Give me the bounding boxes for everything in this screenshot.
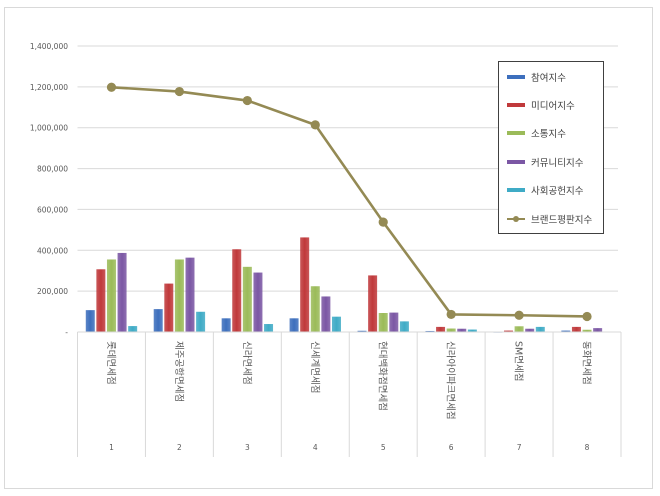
line-marker (174, 86, 185, 97)
bar (399, 321, 409, 332)
legend-swatch-icon (507, 103, 525, 107)
bar (436, 326, 446, 332)
bar (253, 272, 263, 332)
bar (117, 252, 127, 332)
line-marker (106, 82, 117, 92)
bar (310, 286, 320, 332)
legend-item-participation: 참여지수 (507, 70, 566, 84)
bar (164, 283, 174, 332)
bar (425, 330, 435, 332)
category-number: 1 (109, 443, 114, 452)
x-axis: 롯데면세점 1 제주공항면세점 2 신라면세점 3 신세계면세점 4 현대백화점면세점 5 신라아이… (77, 331, 622, 457)
legend-item-social-contribution: 사회공헌지수 (507, 183, 583, 197)
y-tick-label: 200,000 (37, 287, 68, 296)
bar (378, 313, 388, 332)
bar (321, 296, 331, 332)
legend-item-communication: 소통지수 (507, 126, 566, 140)
bar (85, 310, 95, 332)
line-marker (310, 120, 320, 130)
category-number: 5 (381, 443, 386, 452)
legend-label: 미디어지수 (531, 101, 575, 112)
bar (357, 330, 367, 332)
legend-swatch-icon (507, 160, 525, 164)
category-label: 신라아이파크면세점 (445, 341, 457, 420)
bar (128, 326, 138, 332)
bar (232, 249, 242, 332)
bar (289, 318, 299, 332)
bar (96, 269, 106, 332)
y-tick-label: 600,000 (37, 205, 68, 214)
bar (368, 275, 378, 332)
category-label: 제주공항면세점 (173, 341, 185, 402)
line-marker (378, 217, 388, 227)
bar (514, 326, 524, 332)
bar (389, 312, 399, 332)
category-number: 3 (245, 443, 250, 452)
category-number: 6 (449, 443, 454, 452)
y-tick-label: 1,000,000 (30, 124, 68, 133)
bar (467, 329, 477, 332)
legend: 참여지수 미디어지수 소통지수 커뮤니티지수 사회공헌지수 브랜드평판지수 (498, 61, 604, 234)
category-number: 8 (585, 443, 590, 452)
line-marker (582, 311, 592, 322)
bar (185, 257, 195, 332)
legend-swatch-icon (507, 188, 525, 192)
y-tick-label: 1,200,000 (30, 83, 68, 92)
line-path (111, 85, 588, 318)
line-marker (514, 310, 524, 320)
bar (457, 328, 467, 332)
y-axis-ticks: - 200,000 400,000 600,000 800,000 1,000,000 1,… (30, 42, 68, 337)
legend-label: 브랜드평판지수 (531, 215, 593, 226)
legend-label: 소통지수 (531, 129, 566, 140)
bar (242, 266, 252, 332)
bar (503, 330, 513, 332)
bar (535, 326, 545, 332)
bar (196, 311, 206, 332)
legend-label: 참여지수 (531, 73, 566, 84)
legend-item-media: 미디어지수 (507, 98, 575, 112)
y-tick-label: - (65, 328, 68, 337)
bar (561, 330, 571, 332)
category-label: 롯데면세점 (105, 341, 117, 385)
y-tick-label: 800,000 (37, 165, 68, 174)
bar (106, 259, 116, 332)
legend-item-brand-reputation: 브랜드평판지수 (507, 212, 592, 226)
bar (582, 329, 592, 332)
line-marker (242, 95, 252, 106)
bar (174, 259, 184, 332)
bar (300, 237, 310, 332)
bar (221, 318, 231, 332)
line-series-brand-reputation (106, 82, 592, 322)
category-label: 현대백화점면세점 (377, 341, 389, 411)
category-number: 2 (177, 443, 182, 452)
category-label: 동화면세점 (581, 341, 593, 385)
legend-label: 커뮤니티지수 (531, 158, 584, 169)
category-number: 4 (313, 443, 318, 452)
category-label: 신세계면세점 (309, 341, 321, 393)
bar (153, 309, 163, 332)
bar (593, 328, 603, 332)
line-marker (446, 309, 456, 320)
bar (446, 328, 456, 332)
legend-swatch-icon (507, 75, 525, 79)
category-label: SM면세점 (513, 341, 525, 381)
bar (525, 328, 535, 332)
category-number: 7 (517, 443, 522, 452)
y-tick-label: 1,400,000 (30, 42, 68, 51)
y-tick-label: 400,000 (37, 246, 68, 255)
bar (264, 324, 274, 332)
bar (571, 326, 581, 332)
bar-series (85, 237, 603, 333)
bar (331, 316, 341, 332)
legend-swatch-icon (507, 131, 525, 135)
category-label: 신라면세점 (241, 341, 253, 385)
legend-item-community: 커뮤니티지수 (507, 155, 583, 169)
legend-line-marker-icon (507, 216, 525, 222)
legend-label: 사회공헌지수 (531, 186, 584, 197)
